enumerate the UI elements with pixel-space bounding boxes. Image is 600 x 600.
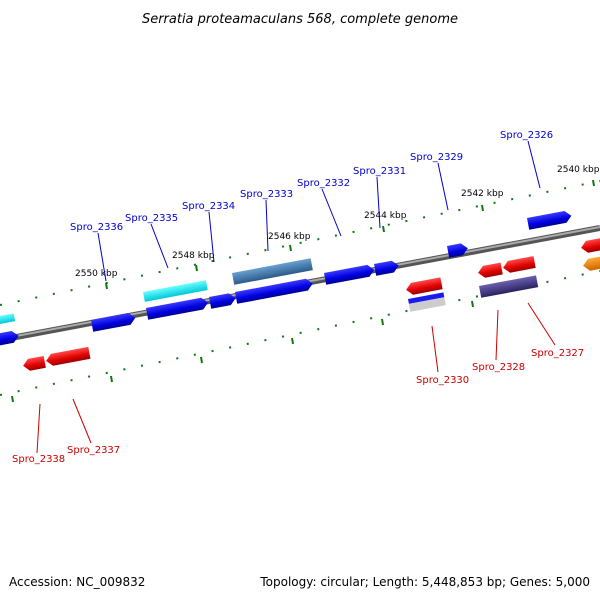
- label-spro-2327[interactable]: Spro_2327: [531, 348, 584, 359]
- accession-text: Accession: NC_009832: [9, 575, 145, 589]
- gene-right-edge-reverse[interactable]: [580, 234, 600, 254]
- tick-label-2544: 2544 kbp: [364, 211, 407, 221]
- gene-spro-2334[interactable]: [209, 292, 237, 309]
- gene-left-edge-forward[interactable]: [0, 330, 20, 347]
- reverse-genes: [22, 234, 600, 372]
- gene-spro-2335[interactable]: [146, 297, 209, 320]
- genome-summary-text: Topology: circular; Length: 5,448,853 bp…: [259, 575, 590, 589]
- gene-spro-2330[interactable]: [405, 277, 443, 295]
- gene-spro-2337[interactable]: [45, 346, 91, 367]
- label-spro-2330[interactable]: Spro_2330: [416, 375, 469, 386]
- outer-tick-track: [0, 180, 600, 306]
- gene-spro-2335-upper[interactable]: [143, 280, 208, 302]
- label-spro-2336[interactable]: Spro_2336: [70, 222, 123, 233]
- inner-tick-track: [0, 270, 600, 396]
- label-spro-2333[interactable]: Spro_2333: [240, 189, 293, 200]
- gene-spro-2327b[interactable]: [477, 262, 503, 279]
- gene-spro-2329[interactable]: [447, 242, 469, 258]
- label-spro-2332[interactable]: Spro_2332: [297, 178, 350, 189]
- gene-spro-2331[interactable]: [374, 260, 400, 276]
- tick-label-2540: 2540 kbp: [557, 165, 600, 175]
- map-title: Serratia proteamaculans 568, complete ge…: [142, 12, 458, 27]
- gene-spro-2333[interactable]: [235, 278, 314, 304]
- gene-spro-2338[interactable]: [22, 355, 46, 372]
- gene-spro-2333-upper[interactable]: [232, 258, 313, 285]
- major-ticks: [11, 179, 595, 403]
- label-spro-2326[interactable]: Spro_2326: [500, 130, 553, 141]
- gene-left-edge-upper[interactable]: [0, 313, 16, 325]
- label-spro-2328[interactable]: Spro_2328: [472, 362, 525, 373]
- label-spro-2337[interactable]: Spro_2337: [67, 445, 120, 456]
- label-spro-2329[interactable]: Spro_2329: [410, 152, 463, 163]
- tick-label-2542: 2542 kbp: [461, 189, 504, 199]
- gene-spro-2336[interactable]: [91, 312, 136, 332]
- tick-label-2548: 2548 kbp: [172, 251, 215, 261]
- gene-spro-2328[interactable]: [479, 275, 539, 298]
- label-spro-2338[interactable]: Spro_2338: [12, 454, 65, 465]
- forward-gene-labels: Spro_2326 Spro_2329 Spro_2331 Spro_2332 …: [70, 130, 553, 233]
- gene-right-edge-orange[interactable]: [582, 252, 600, 272]
- reverse-label-lines: [36, 302, 556, 454]
- gene-spro-2332[interactable]: [324, 264, 375, 285]
- gene-spro-2330-band[interactable]: [408, 292, 446, 312]
- gene-spro-2327[interactable]: [502, 256, 536, 274]
- forward-genes: [0, 210, 572, 347]
- label-spro-2334[interactable]: Spro_2334: [182, 201, 235, 212]
- label-spro-2331[interactable]: Spro_2331: [353, 166, 406, 177]
- gene-spro-2326[interactable]: [527, 210, 572, 230]
- label-spro-2335[interactable]: Spro_2335: [125, 213, 178, 224]
- reverse-gene-labels: Spro_2327 Spro_2328 Spro_2330 Spro_2337 …: [12, 348, 584, 465]
- tick-label-2546: 2546 kbp: [268, 232, 311, 242]
- tick-label-2550: 2550 kbp: [75, 269, 118, 279]
- forward-label-lines: [97, 140, 541, 282]
